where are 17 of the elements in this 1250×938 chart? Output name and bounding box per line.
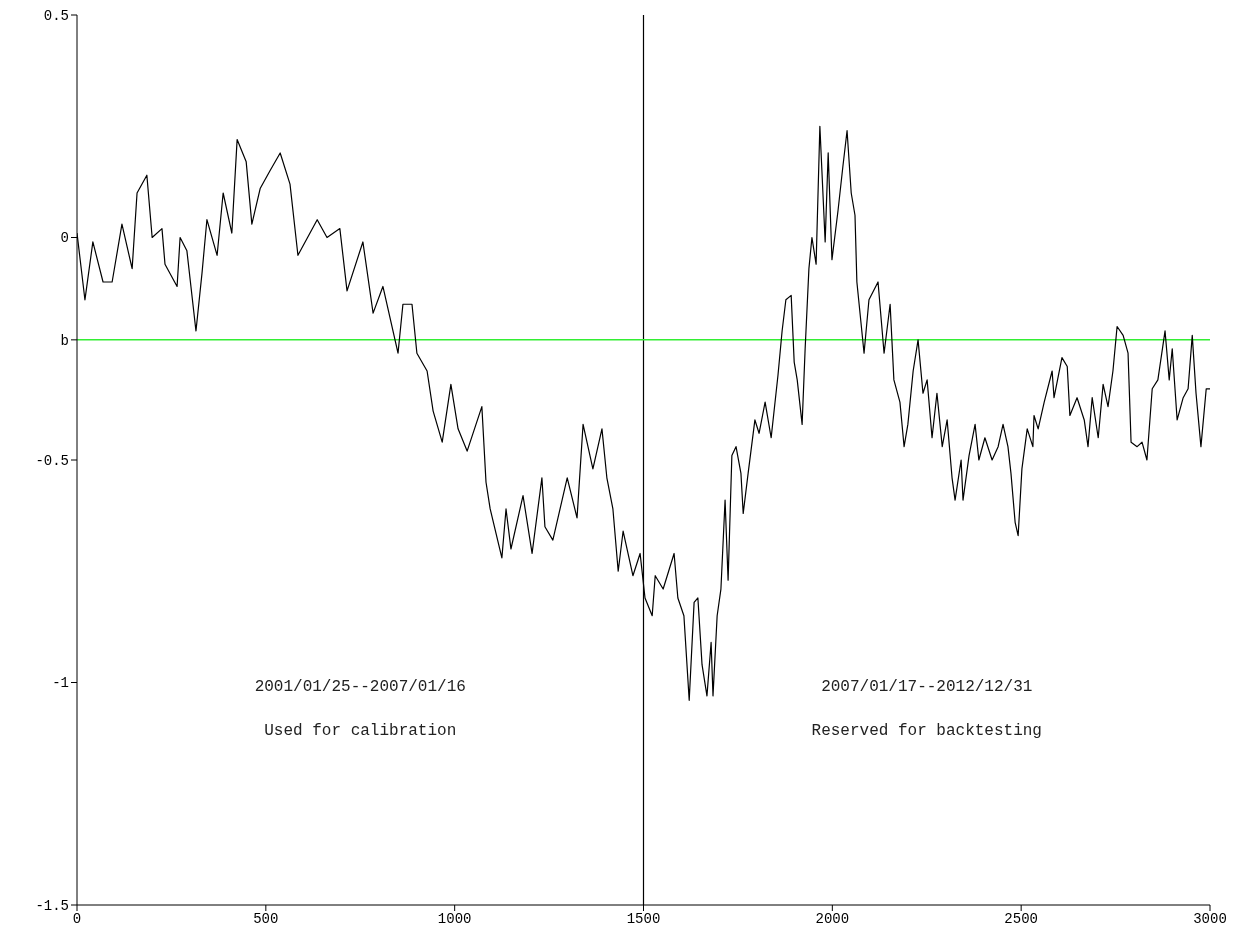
x-tick-label: 500 xyxy=(253,910,279,927)
x-tick-label: 2000 xyxy=(815,910,850,927)
y-tick-label: 0 xyxy=(60,230,69,247)
annotation: Reserved for backtesting xyxy=(810,721,1043,742)
x-tick-label: 3000 xyxy=(1193,910,1227,927)
annotation: 2001/01/25--2007/01/16 xyxy=(253,676,467,697)
y-tick-label: -1.5 xyxy=(35,897,69,914)
x-tick-label: 1500 xyxy=(626,910,661,927)
y-tick-label: 0.5 xyxy=(43,7,69,24)
y-tick-label: -1 xyxy=(52,675,69,692)
annotation: 2007/01/17--2012/12/31 xyxy=(820,676,1034,697)
annotation: Used for calibration xyxy=(263,721,458,742)
y-tick-label: b xyxy=(60,332,69,349)
x-tick-label: 1000 xyxy=(437,910,472,927)
x-tick-label: 2500 xyxy=(1004,910,1038,927)
x-tick-label: 0 xyxy=(72,910,82,927)
y-tick-label: -0.5 xyxy=(35,452,69,469)
